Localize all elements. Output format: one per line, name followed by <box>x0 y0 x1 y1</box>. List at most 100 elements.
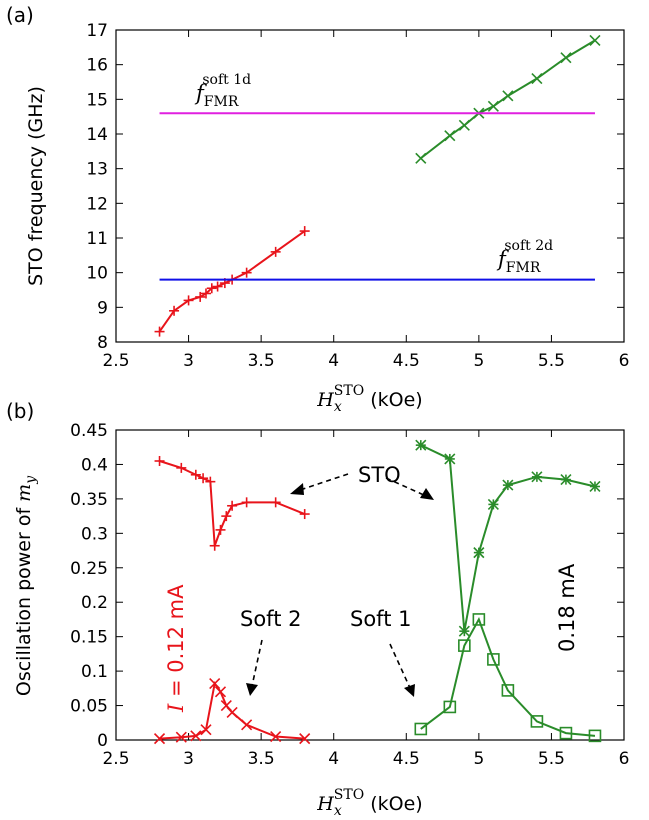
annotation-arrows <box>251 473 427 689</box>
data-point <box>472 613 486 626</box>
data-point <box>487 653 500 666</box>
y-tick-label: 17 <box>86 21 108 41</box>
data-point <box>183 295 194 306</box>
data-point <box>415 152 427 164</box>
data-point <box>198 473 209 484</box>
panel-a-x-axis-label: HxSTO (kOe) <box>316 383 422 415</box>
panel-a-y-ticks: 8 9 10 11 12 13 14 15 16 17 <box>86 21 624 353</box>
data-point <box>501 684 515 697</box>
data-point <box>241 267 252 278</box>
data-point <box>415 439 427 451</box>
data-point <box>299 509 310 520</box>
y-tick-label: 0.25 <box>70 559 108 579</box>
data-point <box>531 471 543 483</box>
panel-a-label: (a) <box>6 3 34 27</box>
y-tick-label: 0.35 <box>70 490 108 510</box>
panel-a: (a) 2.5 3 3.5 4 4.5 5 5.5 6 891011121314151617 … <box>6 3 629 415</box>
data-point <box>226 706 238 719</box>
data-point <box>200 724 212 736</box>
data-point <box>190 469 201 480</box>
x-tick-label: 4.5 <box>393 749 420 769</box>
x-tick-label: 3.5 <box>248 351 275 371</box>
y-tick-label: 16 <box>86 56 108 76</box>
y-tick-label: 0.2 <box>81 593 108 613</box>
data-point <box>299 226 310 237</box>
panel-a-series <box>154 34 601 337</box>
data-point <box>487 498 499 510</box>
data-point <box>221 511 232 522</box>
panel-b-frame <box>115 429 625 741</box>
data-point <box>227 500 238 511</box>
panel-b-x-ticks: 2.5 3 3.5 4 4.5 5 5.5 6 <box>102 430 629 769</box>
data-point <box>588 729 602 743</box>
panel-a-y-axis-label: STO frequency (GHz) <box>25 86 47 286</box>
arrow-sto-left <box>299 473 349 491</box>
data-point <box>270 730 282 743</box>
arrowhead-soft-2 <box>246 683 258 696</box>
x-tick-label: 4 <box>328 749 339 769</box>
y-tick-label: 0.1 <box>81 662 108 682</box>
data-point <box>206 283 217 294</box>
panel-b-x-axis-label: HxSTO (kOe) <box>316 787 422 819</box>
data-point <box>154 326 165 337</box>
data-point <box>299 733 311 745</box>
data-point <box>458 639 471 652</box>
data-point <box>473 547 485 559</box>
arrow-soft-1 <box>389 643 411 689</box>
data-point <box>176 462 187 473</box>
panel-b-y-ticks: 0 0.05 0.1 0.15 0.2 0.25 0.3 0.35 0.4 0.45 <box>70 421 624 751</box>
current-012-label: I = 0.12 mA <box>164 584 188 713</box>
data-point <box>241 719 253 731</box>
x-tick-label: 4.5 <box>393 351 420 371</box>
y-tick-label: 12 <box>86 194 108 214</box>
data-point <box>209 677 221 690</box>
panel-b-y-axis-label: Oscillation power of my <box>13 475 39 696</box>
data-point <box>215 524 226 535</box>
data-point <box>458 625 470 637</box>
y-tick-label: 15 <box>86 90 108 110</box>
data-point <box>205 476 216 487</box>
y-tick-label: 0 <box>97 731 108 751</box>
y-tick-label: 10 <box>86 264 108 284</box>
soft-1d-fmr-label: fFMRsoft 1d <box>194 72 251 110</box>
panel-a-x-ticks: 2.5 3 3.5 4 4.5 5 5.5 6 <box>102 30 629 371</box>
x-tick-label: 3 <box>183 351 194 371</box>
data-point <box>589 480 601 493</box>
arrow-sto-right <box>385 477 427 497</box>
data-point <box>154 456 165 466</box>
data-point <box>502 479 514 491</box>
x-tick-label: 5 <box>473 351 484 371</box>
y-tick-label: 13 <box>86 160 108 180</box>
y-tick-label: 0.3 <box>81 524 108 544</box>
soft-1-annotation: Soft 1 <box>350 607 411 631</box>
x-tick-label: 2.5 <box>102 351 129 371</box>
arrowhead-sto-right <box>420 488 434 500</box>
x-tick-label: 6 <box>619 749 630 769</box>
x-tick-label: 5 <box>473 749 484 769</box>
x-tick-label: 3 <box>183 749 194 769</box>
data-point <box>153 733 166 745</box>
x-tick-label: 2.5 <box>102 749 129 769</box>
x-tick-label: 4 <box>328 351 339 371</box>
data-point <box>270 246 281 257</box>
data-point <box>559 726 573 740</box>
data-point <box>444 130 456 142</box>
y-tick-label: 0.4 <box>81 455 108 475</box>
data-point <box>530 715 544 728</box>
data-point <box>444 453 456 465</box>
data-point <box>560 52 572 64</box>
data-point <box>487 100 499 112</box>
x-tick-label: 5.5 <box>538 351 565 371</box>
data-point <box>589 34 601 46</box>
annotation-arrowheads <box>246 483 434 697</box>
series-line-3 <box>420 617 596 737</box>
soft-2-annotation: Soft 2 <box>240 607 301 631</box>
data-point <box>443 700 457 714</box>
y-tick-label: 0.05 <box>70 697 108 717</box>
y-tick-label: 14 <box>86 125 108 145</box>
data-point <box>531 72 543 85</box>
data-point <box>241 497 252 508</box>
x-tick-label: 6 <box>619 351 630 371</box>
data-point <box>169 305 180 316</box>
